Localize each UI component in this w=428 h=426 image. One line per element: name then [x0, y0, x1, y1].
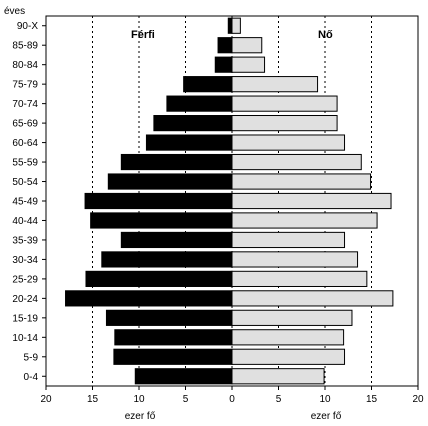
- bar-male-90-X: [227, 17, 233, 34]
- x-tick-label-4: 0: [229, 394, 235, 405]
- x-unit-left: ezer fő: [125, 411, 156, 422]
- y-tick-label-90-X: 90-X: [17, 21, 38, 32]
- bar-female-55-59: [231, 153, 362, 171]
- bar-male-40-44: [90, 212, 233, 229]
- bar-male-80-84: [214, 56, 233, 73]
- y-axis-title: éves: [4, 6, 25, 17]
- bar-female-40-44: [231, 212, 378, 229]
- bar-female-10-14: [231, 329, 345, 346]
- x-tick-label-2: 10: [133, 394, 145, 405]
- x-tick-label-8: 20: [412, 394, 424, 405]
- bar-male-30-34: [101, 251, 233, 268]
- y-tick-label-40-44: 40-44: [12, 216, 38, 227]
- bar-male-65-69: [153, 115, 233, 132]
- y-tick-label-65-69: 65-69: [12, 119, 38, 130]
- bar-female-85-89: [231, 37, 263, 54]
- bar-female-0-4: [231, 368, 325, 385]
- bar-female-35-39: [231, 231, 346, 249]
- bar-male-15-19: [105, 309, 233, 326]
- bar-female-50-54: [231, 173, 372, 190]
- bar-male-20-24: [65, 290, 233, 307]
- legend-series-male: Férfi: [131, 29, 155, 41]
- legend-series-female: Nő: [318, 29, 333, 41]
- y-tick-label-30-34: 30-34: [12, 255, 38, 266]
- x-tick-label-3: 5: [183, 394, 189, 405]
- bar-female-65-69: [231, 115, 338, 132]
- bar-male-50-54: [107, 173, 233, 190]
- y-tick-label-25-29: 25-29: [12, 274, 38, 285]
- bar-male-55-59: [120, 153, 233, 171]
- x-tick-label-5: 5: [276, 394, 282, 405]
- y-tick-label-85-89: 85-89: [12, 41, 38, 52]
- bar-male-25-29: [85, 270, 233, 287]
- bar-female-80-84: [231, 56, 266, 73]
- y-tick-label-80-84: 80-84: [12, 60, 38, 71]
- bar-male-85-89: [217, 37, 233, 54]
- bar-male-10-14: [114, 329, 233, 346]
- y-tick-label-15-19: 15-19: [12, 313, 38, 324]
- y-tick-label-50-54: 50-54: [12, 177, 38, 188]
- axis-layer: [42, 15, 419, 390]
- y-tick-label-60-64: 60-64: [12, 138, 38, 149]
- y-tick-label-55-59: 55-59: [12, 158, 38, 169]
- bar-female-5-9: [231, 348, 346, 365]
- y-tick-label-45-49: 45-49: [12, 197, 38, 208]
- x-tick-label-7: 15: [366, 394, 378, 405]
- bar-female-60-64: [231, 134, 346, 151]
- bar-male-60-64: [145, 134, 233, 151]
- x-tick-label-1: 15: [87, 394, 99, 405]
- bar-male-45-49: [84, 192, 233, 210]
- bar-female-30-34: [231, 251, 359, 268]
- bar-female-75-79: [231, 76, 319, 93]
- bar-female-45-49: [231, 192, 392, 210]
- bar-male-70-74: [166, 95, 233, 112]
- y-tick-label-70-74: 70-74: [12, 99, 38, 110]
- bar-male-35-39: [120, 231, 233, 249]
- bar-female-15-19: [231, 309, 353, 326]
- y-tick-label-5-9: 5-9: [24, 352, 39, 363]
- bars-layer: [65, 17, 394, 385]
- x-tick-label-0: 20: [40, 394, 52, 405]
- y-tick-label-10-14: 10-14: [12, 333, 38, 344]
- bar-female-20-24: [231, 290, 394, 307]
- y-tick-label-20-24: 20-24: [12, 294, 38, 305]
- bar-male-0-4: [134, 368, 233, 385]
- y-tick-label-0-4: 0-4: [24, 372, 39, 383]
- y-tick-label-75-79: 75-79: [12, 80, 38, 91]
- bar-female-90-X: [231, 17, 241, 34]
- bar-male-75-79: [183, 76, 233, 93]
- bar-male-5-9: [113, 348, 233, 365]
- bar-female-25-29: [231, 270, 368, 287]
- x-unit-right: ezer fő: [311, 411, 342, 422]
- labels-layer: 90-X 85-89 80-84 75-79 70-74 65-69 60-64 55-59 5…: [12, 21, 424, 405]
- x-tick-label-6: 10: [319, 394, 331, 405]
- bar-female-70-74: [231, 95, 338, 112]
- y-tick-label-35-39: 35-39: [12, 235, 38, 246]
